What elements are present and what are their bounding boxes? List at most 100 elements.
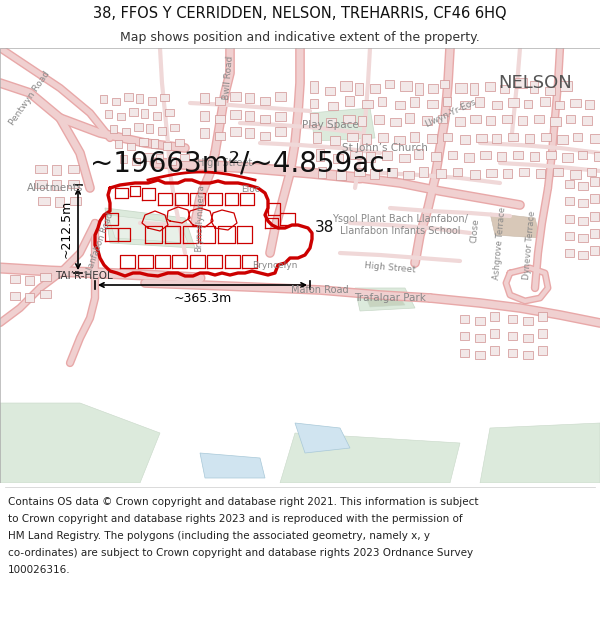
Bar: [443, 97, 451, 106]
Bar: [370, 84, 380, 93]
Bar: [490, 312, 499, 321]
Text: Ashgrove Terrace: Ashgrove Terrace: [493, 206, 508, 280]
Bar: [340, 81, 352, 91]
Bar: [362, 134, 371, 144]
Text: Eloc: Eloc: [241, 186, 259, 194]
Bar: [136, 94, 143, 103]
Polygon shape: [365, 295, 405, 307]
Bar: [557, 135, 568, 144]
Bar: [378, 97, 386, 106]
Bar: [570, 170, 581, 179]
Bar: [132, 158, 140, 165]
Bar: [519, 168, 529, 176]
Bar: [536, 169, 545, 178]
Bar: [153, 112, 161, 120]
Bar: [313, 132, 321, 143]
Bar: [438, 115, 447, 123]
Bar: [582, 116, 592, 125]
Bar: [390, 118, 401, 126]
Bar: [347, 133, 358, 141]
Text: ~212.5m: ~212.5m: [59, 200, 73, 258]
Bar: [325, 87, 335, 95]
Bar: [330, 136, 340, 145]
Text: Dynevor Terrace: Dynevor Terrace: [523, 210, 538, 280]
Bar: [490, 329, 499, 338]
Bar: [422, 116, 432, 125]
Bar: [540, 97, 550, 106]
Bar: [326, 118, 336, 127]
Bar: [530, 81, 538, 93]
Bar: [10, 292, 20, 300]
Bar: [508, 349, 517, 357]
Bar: [470, 115, 481, 123]
Bar: [354, 168, 365, 176]
Bar: [541, 133, 551, 141]
Bar: [486, 169, 497, 177]
Bar: [538, 346, 547, 355]
Bar: [475, 317, 485, 325]
Bar: [165, 109, 174, 116]
Bar: [546, 151, 556, 159]
Text: to Crown copyright and database rights 2023 and is reproduced with the permissio: to Crown copyright and database rights 2…: [8, 514, 463, 524]
Text: Bwll Road: Bwll Road: [221, 56, 235, 101]
Bar: [475, 351, 485, 359]
Bar: [151, 139, 158, 148]
Text: HM Land Registry. The polygons (including the associated geometry, namely x, y: HM Land Registry. The polygons (includin…: [8, 531, 430, 541]
Bar: [553, 168, 563, 176]
Text: High Street: High Street: [364, 261, 416, 275]
Text: High Street: High Street: [197, 158, 253, 168]
Bar: [115, 140, 122, 148]
Bar: [68, 180, 79, 188]
Bar: [448, 151, 457, 159]
Bar: [565, 180, 574, 188]
Text: Llwyn-Yr-Eos: Llwyn-Yr-Eos: [423, 97, 477, 129]
Bar: [350, 151, 362, 159]
Bar: [100, 95, 107, 103]
Bar: [590, 229, 599, 238]
Polygon shape: [490, 213, 540, 238]
Text: Ysgol Plant Bach Llanfabon/
Llanfabon Infants School: Ysgol Plant Bach Llanfabon/ Llanfabon In…: [332, 214, 468, 236]
Polygon shape: [280, 433, 460, 483]
Bar: [578, 199, 588, 207]
Bar: [578, 151, 587, 159]
Bar: [515, 78, 527, 88]
Bar: [427, 134, 437, 143]
Bar: [431, 152, 441, 161]
Bar: [492, 134, 501, 143]
Bar: [590, 246, 599, 255]
Bar: [134, 123, 143, 131]
Bar: [590, 212, 599, 221]
Text: 38, FFOS Y CERRIDDEN, NELSON, TREHARRIS, CF46 6HQ: 38, FFOS Y CERRIDDEN, NELSON, TREHARRIS,…: [93, 6, 507, 21]
Bar: [562, 153, 573, 162]
Text: Llanfabon Road: Llanfabon Road: [85, 211, 115, 275]
Bar: [146, 124, 153, 133]
Bar: [158, 127, 166, 135]
Bar: [485, 82, 495, 91]
Bar: [460, 135, 470, 144]
Bar: [156, 154, 163, 163]
Bar: [144, 153, 153, 161]
Bar: [382, 151, 392, 160]
Bar: [492, 101, 502, 109]
Bar: [374, 115, 384, 124]
Bar: [508, 315, 517, 323]
Text: Play Space: Play Space: [302, 120, 358, 130]
Bar: [10, 275, 20, 283]
Text: ~19663m²/~4.859ac.: ~19663m²/~4.859ac.: [90, 149, 394, 177]
Bar: [440, 80, 449, 88]
Text: 38: 38: [315, 221, 334, 236]
Bar: [160, 94, 169, 101]
Bar: [490, 346, 499, 355]
Bar: [419, 167, 428, 177]
Text: Bryncelyn: Bryncelyn: [253, 261, 298, 269]
Bar: [230, 110, 241, 119]
Bar: [394, 136, 405, 144]
Bar: [405, 113, 414, 123]
Bar: [105, 110, 112, 118]
Bar: [124, 93, 133, 101]
Bar: [230, 127, 241, 136]
Bar: [122, 128, 130, 135]
Bar: [215, 115, 225, 123]
Bar: [460, 315, 469, 323]
Bar: [508, 98, 519, 107]
